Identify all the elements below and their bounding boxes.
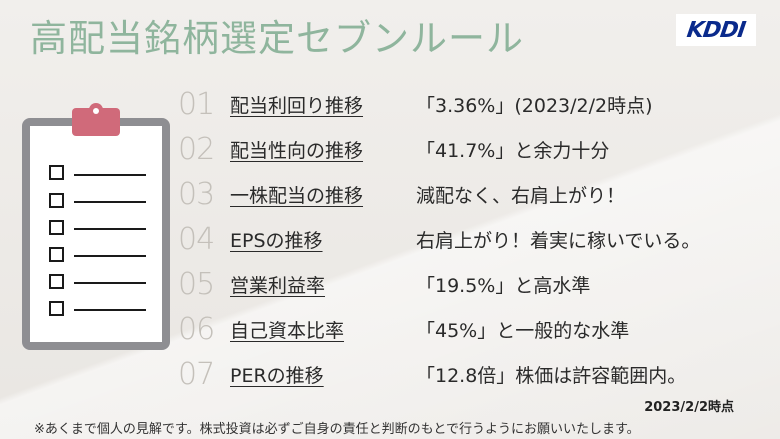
rule-description: 「3.36%」(2023/2/2時点) [416, 95, 653, 117]
rule-label: 配当利回り推移 [230, 95, 364, 117]
rule-number: 03 [178, 177, 215, 212]
logo-text: KDDI [685, 17, 747, 43]
rule-row-6: 06 自己資本比率 「45%」と一般的な水準 [178, 307, 758, 352]
rule-description: 「41.7%」と余力十分 [416, 140, 610, 162]
rule-number: 02 [178, 132, 215, 167]
rule-row-1: 01 配当利回り推移 「3.36%」(2023/2/2時点) [178, 82, 758, 127]
rule-row-7: 07 PERの推移 「12.8倍」株価は許容範囲内。 [178, 352, 758, 397]
kddi-logo: KDDI [676, 14, 756, 46]
rule-label: 配当性向の推移 [230, 140, 364, 162]
rule-number: 07 [178, 357, 215, 392]
rule-label: 営業利益率 [230, 275, 326, 297]
rule-row-4: 04 EPSの推移 右肩上がり！着実に稼いでいる。 [178, 217, 758, 262]
rule-label: 一株配当の推移 [230, 185, 364, 207]
rule-number: 01 [178, 87, 215, 122]
disclaimer-note: ※あくまで個人の見解です。株式投資は必ずご自身の責任と判断のもとで行うようにお願… [34, 422, 640, 437]
as-of-date: 2023/2/2時点 [644, 400, 734, 415]
rule-row-2: 02 配当性向の推移 「41.7%」と余力十分 [178, 127, 758, 172]
rule-description: 「45%」と一般的な水準 [416, 320, 630, 342]
rule-list: 01 配当利回り推移 「3.36%」(2023/2/2時点) 02 配当性向の推… [178, 82, 758, 397]
page-title: 高配当銘柄選定セブンルール [30, 17, 524, 60]
rule-number: 04 [178, 222, 215, 257]
rule-description: 「19.5%」と高水準 [416, 275, 591, 297]
clipboard-checklist-icon [22, 103, 170, 350]
rule-label: EPSの推移 [230, 230, 323, 252]
rule-description: 右肩上がり！着実に稼いでいる。 [416, 230, 701, 252]
rule-row-3: 03 一株配当の推移 減配なく、右肩上がり！ [178, 172, 758, 217]
rule-label: 自己資本比率 [230, 320, 345, 342]
rule-description: 「12.8倍」株価は許容範囲内。 [416, 365, 687, 387]
rule-number: 06 [178, 312, 215, 347]
rule-number: 05 [178, 267, 215, 302]
rule-label: PERの推移 [230, 365, 324, 387]
rule-row-5: 05 営業利益率 「19.5%」と高水準 [178, 262, 758, 307]
rule-description: 減配なく、右肩上がり！ [416, 185, 626, 207]
